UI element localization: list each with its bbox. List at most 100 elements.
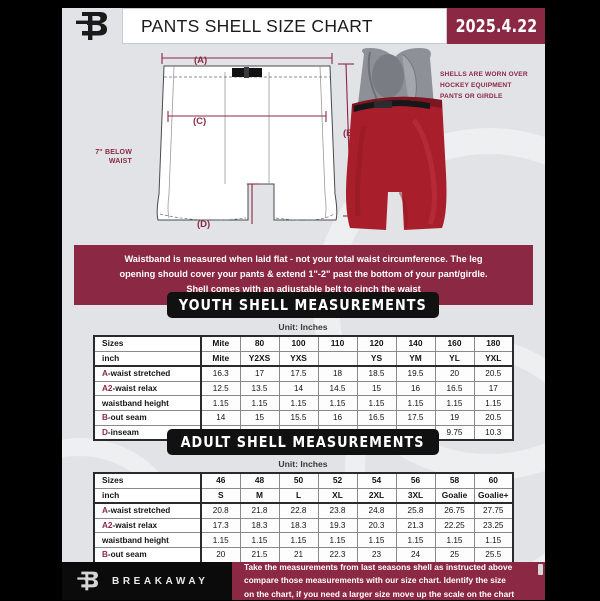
cell: 2XL (356, 487, 397, 505)
cell: 1.15 (317, 395, 358, 411)
cell: 1.15 (278, 532, 319, 548)
measure-code: A2 (102, 521, 113, 531)
cell: YXL (473, 350, 514, 368)
table-row: A2-waist relax 17.3 18.3 18.3 19.3 20.3 … (93, 517, 514, 534)
table-row: waistband height 1.15 1.15 1.15 1.15 1.1… (93, 395, 514, 411)
cell: 18.3 (239, 517, 280, 534)
cell: 26.75 (434, 502, 475, 519)
pants-technical-drawing (156, 53, 358, 224)
shell-product-photo (346, 48, 447, 230)
footer-brand-name: BREAKAWAY (112, 575, 209, 587)
cell: Mite (200, 350, 241, 368)
adult-section-title-text: ADULT SHELL MEASUREMENTS (181, 433, 425, 451)
cell: 110 (317, 334, 358, 352)
cell: 58 (434, 471, 475, 489)
cell: 15.5 (278, 409, 319, 426)
table-row: A-waist stretched 16.3 17 17.5 18 18.5 1… (93, 365, 514, 382)
content-panel: PANTS SHELL SIZE CHART 2025.4.22 7" BELO… (62, 8, 545, 592)
cell: Goalie+ (473, 487, 514, 505)
below-waist-label: 7" BELOW WAIST (95, 149, 132, 166)
diagram-area: 7" BELOW WAIST (62, 44, 545, 244)
cell: 27.75 (473, 502, 514, 519)
row-label: inch (93, 350, 202, 368)
cell: 16.3 (200, 365, 241, 382)
cell: Goalie (434, 487, 475, 505)
cell: 17.3 (200, 517, 241, 534)
measure-code: B (102, 550, 108, 560)
cell: 17 (239, 365, 280, 382)
breakaway-monogram-icon (76, 12, 107, 40)
cell: Mite (200, 334, 241, 352)
measure-text: -inseam (107, 427, 139, 437)
cell: YL (434, 350, 475, 368)
shell-note: SHELLS ARE WORN OVER HOCKEY EQUIPMENT PA… (440, 71, 528, 100)
measure-text: -out seam (107, 550, 147, 560)
cell: Y2XS (239, 350, 280, 368)
table-row: inch Mite Y2XS YXS YS YM YL YXL (93, 350, 514, 368)
cell: 16 (317, 409, 358, 426)
cell: 22.8 (278, 502, 319, 519)
cell: 1.15 (473, 532, 514, 548)
cell: 50 (278, 471, 319, 489)
table-row: A2-waist relax 12.5 13.5 14 14.5 15 16 1… (93, 380, 514, 397)
cell: 1.15 (278, 395, 319, 411)
date-badge: 2025.4.22 (447, 8, 545, 44)
cell: 56 (395, 471, 436, 489)
dimension-label-a: (A) (194, 55, 208, 66)
measure-text: -out seam (107, 413, 147, 423)
measure-code: A2 (102, 384, 113, 394)
measure-text: -waist stretched (107, 506, 171, 516)
cell: 20.5 (473, 409, 514, 426)
cell: 16.5 (356, 409, 397, 426)
row-label: B-out seam (93, 409, 202, 426)
cell: 22.25 (434, 517, 475, 534)
youth-section-title: YOUTH SHELL MEASUREMENTS (167, 292, 439, 318)
scroll-nub[interactable] (538, 564, 543, 575)
table-row: inch S M L XL 2XL 3XL Goalie Goalie+ (93, 487, 514, 505)
cell: 1.15 (317, 532, 358, 548)
footer-brand: BREAKAWAY (62, 562, 232, 600)
table-row: B-out seam 20 21.5 21 22.3 23 24 25 25.5 (93, 546, 514, 563)
cell: 1.15 (473, 395, 514, 411)
cell: 1.15 (356, 532, 397, 548)
cell: 23.25 (473, 517, 514, 534)
table-row: B-out seam 14 15 15.5 16 16.5 17.5 19 20… (93, 409, 514, 426)
dimension-label-c: (C) (193, 116, 207, 127)
row-label: Sizes (93, 334, 202, 352)
cell: 24 (395, 546, 436, 563)
cell: 1.15 (395, 395, 436, 411)
cell (317, 350, 358, 368)
cell: 20 (200, 546, 241, 563)
cell: 120 (356, 334, 397, 352)
cell: 20.3 (356, 517, 397, 534)
row-label: A-waist stretched (93, 502, 202, 519)
cell: 19 (434, 409, 475, 426)
cell: 21 (278, 546, 319, 563)
cell: 18.3 (278, 517, 319, 534)
table-row: Sizes Mite 80 100 110 120 140 160 180 (93, 334, 514, 352)
cell: YM (395, 350, 436, 368)
cell: 1.15 (434, 395, 475, 411)
cell: 24.8 (356, 502, 397, 519)
cell: 12.5 (200, 380, 241, 397)
cell: 18.5 (356, 365, 397, 382)
measure-text: -waist relax (112, 384, 158, 394)
row-label: B-out seam (93, 546, 202, 563)
table-row: Sizes 46 48 50 52 54 56 58 60 (93, 471, 514, 489)
cell: 54 (356, 471, 397, 489)
cell: 80 (239, 334, 280, 352)
youth-section-title-text: YOUTH SHELL MEASUREMENTS (179, 296, 427, 314)
cell: 20 (434, 365, 475, 382)
cell: 14 (200, 409, 241, 426)
cell: 23 (356, 546, 397, 563)
cell: M (239, 487, 280, 505)
cell: 18 (317, 365, 358, 382)
cell: 21.5 (239, 546, 280, 563)
cell: 23.8 (317, 502, 358, 519)
cell: 140 (395, 334, 436, 352)
adult-section-title: ADULT SHELL MEASUREMENTS (167, 429, 439, 455)
cell: 1.15 (434, 532, 475, 548)
cell: 17 (473, 380, 514, 397)
date-text: 2025.4.22 (455, 15, 537, 37)
cell: 1.15 (200, 532, 241, 548)
